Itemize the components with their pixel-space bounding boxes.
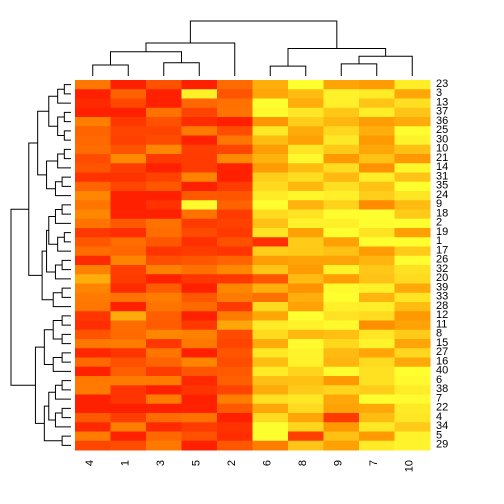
row-labels: 2331337362530102114313524918219117263220… xyxy=(436,78,448,451)
col-label: 6 xyxy=(261,460,273,466)
row-label: 29 xyxy=(436,439,448,451)
col-label: 1 xyxy=(119,460,131,466)
col-label: 7 xyxy=(368,460,380,466)
heatmap-svg: 2331337362530102114313524918219117263220… xyxy=(0,0,504,504)
col-label: 9 xyxy=(332,460,344,466)
heatmap-figure: 2331337362530102114313524918219117263220… xyxy=(0,0,504,504)
heatmap-cells xyxy=(75,80,431,451)
col-label: 5 xyxy=(190,460,202,466)
col-label: 2 xyxy=(226,460,238,466)
col-label: 3 xyxy=(155,460,167,466)
col-label: 10 xyxy=(403,460,415,472)
col-label: 4 xyxy=(84,460,96,466)
col-label: 8 xyxy=(297,460,309,466)
